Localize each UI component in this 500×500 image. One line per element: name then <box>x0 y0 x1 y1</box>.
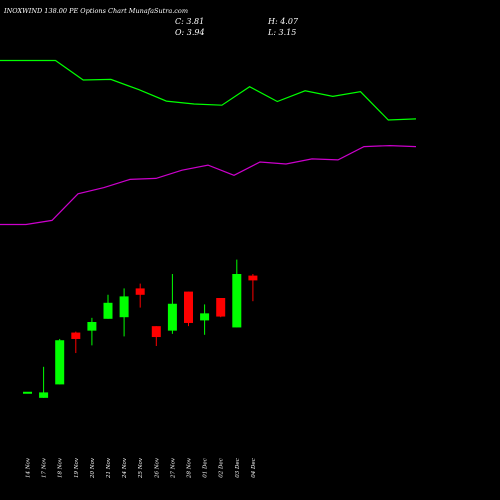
x-tick-label: 21 Nov <box>106 457 112 479</box>
x-tick-label: 25 Nov <box>138 457 144 479</box>
x-tick-label: 24 Nov <box>122 457 128 479</box>
candle-body <box>71 332 81 339</box>
candle-19-nov <box>71 331 81 354</box>
candle-03-dec <box>232 259 242 328</box>
candle-body <box>135 288 145 295</box>
x-tick-label: 28 Nov <box>187 457 193 479</box>
candle-17-nov <box>39 366 49 398</box>
candle-body <box>167 303 177 331</box>
lower-indicator-line <box>0 144 417 226</box>
candle-04-dec <box>248 274 258 302</box>
candle-21-nov <box>103 294 113 319</box>
close-value: C: 3.81 <box>175 17 204 26</box>
candle-body <box>151 326 161 338</box>
x-tick-label: 19 Nov <box>74 457 80 478</box>
upper-indicator-line <box>0 59 417 121</box>
candle-02-dec <box>216 298 226 318</box>
high-value: H: 4.07 <box>267 17 299 26</box>
candle-14-nov <box>23 391 32 394</box>
x-tick-label: 01 Dec <box>203 458 209 478</box>
candle-body <box>216 298 226 317</box>
candle-27-nov <box>167 274 177 334</box>
chart-title: INOXWIND 138.00 PE Options Chart MunafaS… <box>3 7 188 15</box>
x-tick-label: 20 Nov <box>90 457 96 479</box>
candle-20-nov <box>87 317 97 346</box>
x-tick-label: 26 Nov <box>154 457 160 479</box>
candle-26-nov <box>151 326 161 346</box>
candle-01-dec <box>200 304 210 335</box>
candle-24-nov <box>119 288 129 337</box>
lower-line-path <box>0 144 417 226</box>
candle-body <box>103 302 113 319</box>
x-tick-label: 02 Dec <box>219 458 225 478</box>
candle-body <box>23 391 32 394</box>
candle-body <box>200 313 210 321</box>
candle-28-nov <box>184 291 193 327</box>
low-value: L: 3.15 <box>267 28 296 37</box>
upper-line-path <box>0 59 417 121</box>
x-tick-label: 17 Nov <box>42 457 48 478</box>
candle-body <box>119 296 129 318</box>
x-tick-label: 04 Dec <box>251 458 257 478</box>
x-tick-label: 03 Dec <box>235 458 241 478</box>
candle-body <box>248 275 258 281</box>
open-value: O: 3.94 <box>175 28 205 37</box>
candle-body <box>39 392 49 398</box>
candle-body <box>55 340 65 385</box>
candle-18-nov <box>55 338 65 385</box>
candle-body <box>184 291 193 323</box>
candlesticks <box>23 259 258 398</box>
x-tick-label: 14 Nov <box>26 457 32 478</box>
candle-body <box>87 322 97 331</box>
x-tick-label: 27 Nov <box>170 457 176 479</box>
x-axis-labels: 14 Nov 17 Nov 18 Nov 19 Nov 20 Nov 21 Nov 24 N… <box>26 457 257 479</box>
candle-25-nov <box>135 283 145 308</box>
x-tick-label: 18 Nov <box>58 457 64 478</box>
candle-body <box>232 274 242 328</box>
